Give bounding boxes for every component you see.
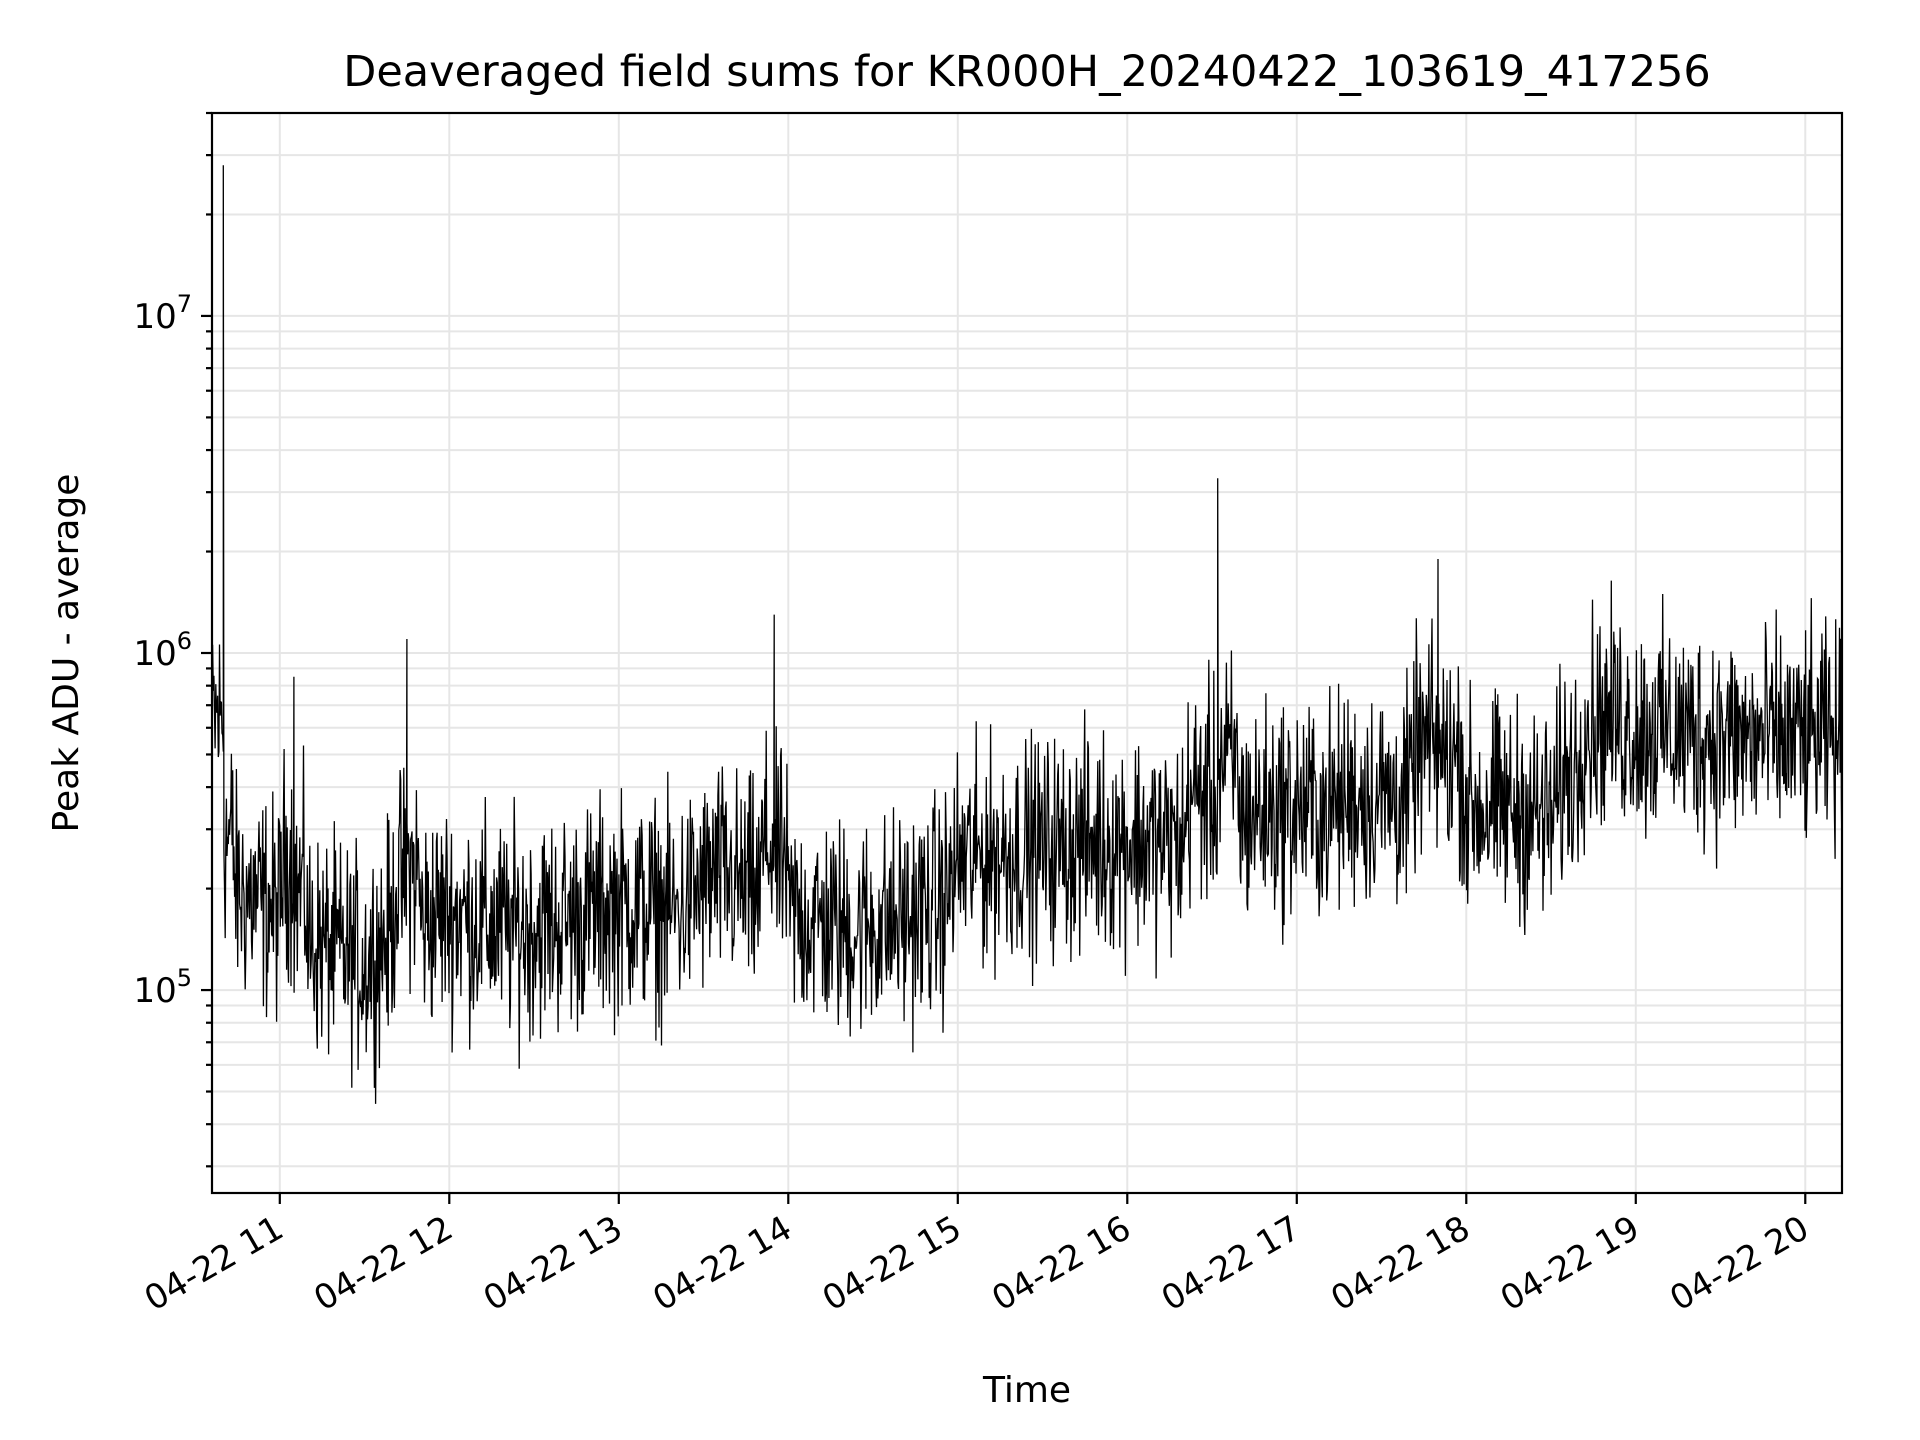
y-tick-label: 107 [133, 290, 192, 337]
chart-title: Deaveraged field sums for KR000H_2024042… [343, 47, 1711, 97]
x-axis-label: Time [982, 1370, 1071, 1411]
series-line [212, 165, 1842, 1104]
axes-frame [210, 111, 1844, 1195]
y-tick-label: 105 [133, 964, 192, 1011]
y-axis-label: Peak ADU - average [46, 474, 87, 833]
y-tick-label: 106 [133, 627, 192, 674]
plot-area [212, 165, 1842, 1104]
